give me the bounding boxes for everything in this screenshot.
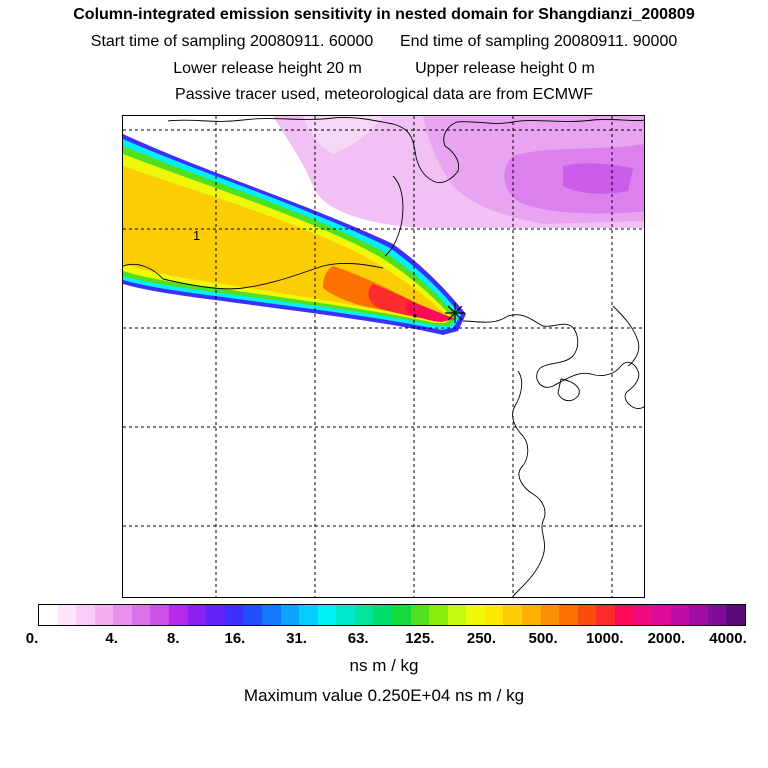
colorbar-segment: [596, 605, 615, 625]
colorbar-tick-label: 500.: [528, 630, 558, 647]
colorbar-segment: [559, 605, 578, 625]
tracer-note: Passive tracer used, meteorological data…: [175, 86, 593, 103]
colorbar-segment: [76, 605, 95, 625]
colorbar-segment: [57, 605, 77, 625]
colorbar-segment: [429, 605, 448, 625]
colorbar-segment: [577, 605, 597, 625]
colorbar-segment: [299, 605, 318, 625]
colorbar-segment: [614, 605, 634, 625]
colorbar-segment: [243, 605, 262, 625]
colorbar-tick-label: 250.: [466, 630, 497, 647]
lower-release-label: Lower release height 20 m: [173, 60, 362, 77]
release-heights: Lower release height 20 m Upper release …: [0, 60, 768, 78]
sampling-times: Start time of sampling 20080911. 60000 E…: [0, 33, 768, 51]
colorbar-segment: [336, 605, 355, 625]
colorbar-segment: [410, 605, 430, 625]
colorbar-segment: [317, 605, 337, 625]
coastlines: [123, 117, 644, 597]
colorbar-segment: [689, 605, 708, 625]
colorbar-segment: [540, 605, 560, 625]
colorbar-tick-label: 1000.: [585, 630, 624, 647]
map-panel: 1: [122, 115, 645, 598]
plot-title: Column-integrated emission sensitivity i…: [73, 6, 695, 23]
colorbar-segment: [652, 605, 671, 625]
colorbar-segment: [280, 605, 300, 625]
colorbar-tick-label: 31.: [286, 630, 307, 647]
map-grid: [123, 116, 644, 597]
colorbar-tick-label: 2000.: [647, 630, 686, 647]
colorbar-segment: [726, 605, 745, 625]
map-canvas: 1: [123, 116, 644, 597]
colorbar-tick-label: 16.: [224, 630, 246, 647]
contour-label: 1: [193, 228, 200, 243]
colorbar-segment: [113, 605, 132, 625]
colorbar-tick-label: 125.: [405, 630, 435, 647]
colorbar-tick-label: 0.: [25, 630, 39, 647]
colorbar-units: ns m / kg: [349, 656, 419, 675]
colorbar-segment: [447, 605, 467, 625]
colorbar-tick-labels: 0. 4. 8. 16. 31. 63. 125. 250. 500. 1000. 2000. 400…: [0, 630, 768, 652]
colorbar-segment: [206, 605, 225, 625]
colorbar-segment: [39, 605, 58, 625]
colorbar-segment: [522, 605, 541, 625]
colorbar-segment: [391, 605, 411, 625]
colorbar: [38, 604, 746, 626]
colorbar-segment: [373, 605, 392, 625]
colorbar-segment: [169, 605, 188, 625]
colorbar-segment: [187, 605, 207, 625]
colorbar-segment: [670, 605, 690, 625]
maximum-value: Maximum value 0.250E+04 ns m / kg: [243, 686, 525, 705]
colorbar-segment: [261, 605, 281, 625]
colorbar-tick-label: 4000.: [709, 630, 747, 647]
colorbar-segment: [354, 605, 374, 625]
colorbar-segment: [707, 605, 727, 625]
colorbar-segment: [150, 605, 170, 625]
northern-sensitivity-field: [273, 116, 644, 228]
colorbar-segment: [94, 605, 114, 625]
colorbar-tick-label: 4.: [105, 630, 118, 647]
release-site-star: [445, 303, 465, 323]
emission-plume: [123, 134, 466, 335]
colorbar-tick-label: 63.: [347, 630, 369, 647]
colorbar-segment: [131, 605, 151, 625]
upper-release-label: Upper release height 0 m: [415, 60, 595, 77]
city-dot: [413, 314, 417, 318]
colorbar-segment: [633, 605, 653, 625]
start-time-label: Start time of sampling 20080911. 60000: [90, 33, 374, 50]
end-time-label: End time of sampling 20080911. 90000: [400, 33, 678, 50]
colorbar-segment: [466, 605, 485, 625]
colorbar-segment: [503, 605, 523, 625]
colorbar-segment: [224, 605, 244, 625]
colorbar-segment: [484, 605, 504, 625]
colorbar-tick-label: 8.: [167, 630, 180, 647]
